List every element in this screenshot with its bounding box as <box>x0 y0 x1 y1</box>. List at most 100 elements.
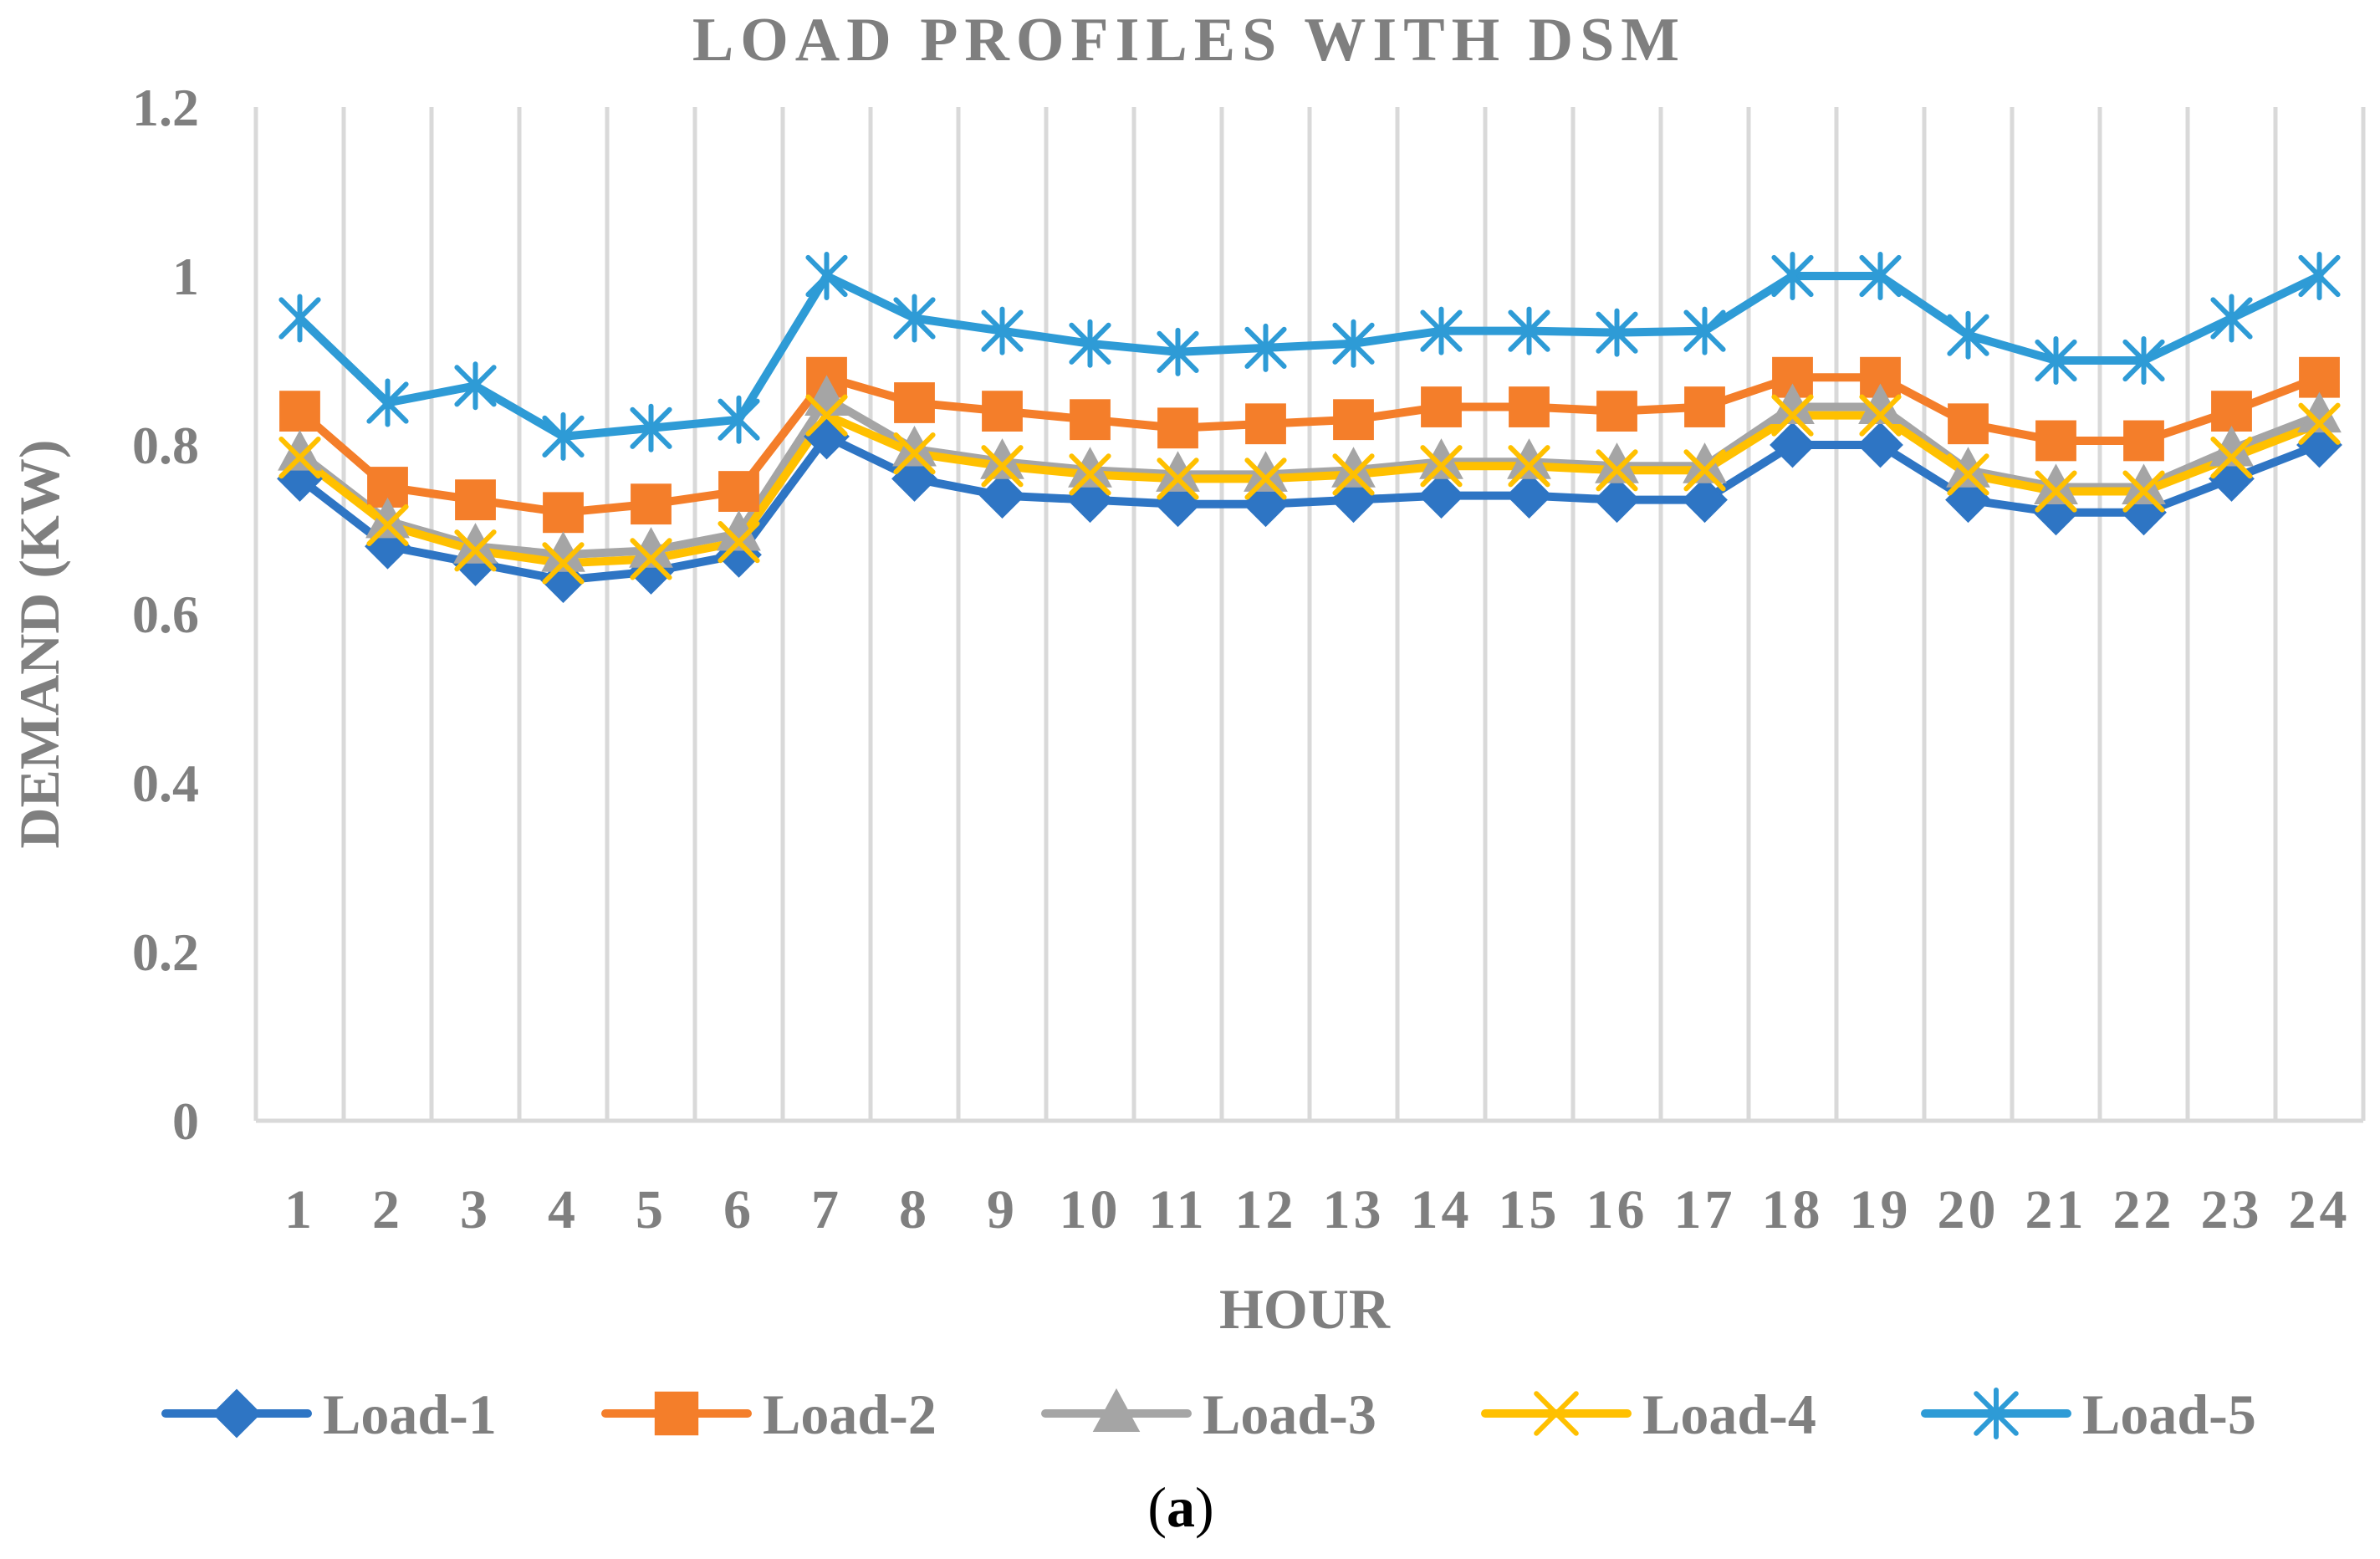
legend-label-load-3: Load-3 <box>1203 1383 1376 1446</box>
legend: Load-1 Load-2 Load-3 Load-4 Load-5 <box>161 1383 2256 1446</box>
legend-item-load-5: Load-5 <box>1921 1383 2256 1446</box>
data-point-load-5 <box>981 306 1024 355</box>
x-tick-label: 17 <box>1674 1179 1736 1240</box>
data-point-load-4 <box>805 394 848 437</box>
y-tick-label: 0.2 <box>132 923 199 982</box>
data-point-load-2 <box>1070 399 1111 441</box>
x-tick-label: 10 <box>1060 1179 1121 1240</box>
x-axis-title: HOUR <box>1219 1277 1391 1341</box>
data-point-load-5 <box>1332 319 1375 368</box>
data-point-load-1 <box>1155 481 1201 528</box>
data-point-load-5 <box>1244 323 1287 372</box>
data-point-load-5 <box>278 294 321 343</box>
series-markers <box>277 252 2342 604</box>
data-point-load-2 <box>2211 391 2252 432</box>
data-point-load-4 <box>893 432 936 475</box>
y-tick-label: 0.4 <box>132 754 199 813</box>
y-tick-label: 1.2 <box>132 78 199 137</box>
data-point-load-4 <box>1420 445 1463 488</box>
data-point-load-5 <box>366 378 409 427</box>
legend-item-load-3: Load-3 <box>1041 1383 1376 1446</box>
data-point-load-2 <box>1333 399 1374 441</box>
x-tick-label: 11 <box>1148 1179 1207 1240</box>
legend-marker-load-1 <box>212 1388 262 1439</box>
legend-item-load-2: Load-2 <box>601 1383 937 1446</box>
data-point-load-1 <box>1067 477 1113 524</box>
data-point-load-1 <box>1945 477 1991 524</box>
data-point-load-5 <box>1157 327 1199 376</box>
x-tick-label: 1 <box>284 1179 315 1240</box>
data-point-load-5 <box>1420 306 1463 355</box>
data-point-load-2 <box>279 391 320 432</box>
data-point-load-4 <box>981 445 1024 488</box>
x-tick-label: 9 <box>987 1179 1018 1240</box>
data-point-load-2 <box>1245 403 1286 445</box>
data-point-load-1 <box>1506 473 1552 519</box>
data-point-load-5 <box>1508 306 1550 355</box>
data-point-load-5 <box>454 361 497 411</box>
data-point-load-2 <box>1157 407 1198 449</box>
data-point-load-5 <box>2035 336 2077 385</box>
data-point-load-5 <box>1771 252 1814 300</box>
y-tick-label: 0.8 <box>132 416 199 475</box>
data-point-load-1 <box>979 473 1025 519</box>
x-tick-label: 22 <box>2113 1179 2175 1240</box>
data-point-load-5 <box>630 403 672 452</box>
data-point-load-2 <box>982 391 1023 432</box>
data-point-load-2 <box>1596 391 1637 432</box>
data-point-load-1 <box>1418 473 1464 519</box>
data-point-load-5 <box>1596 308 1638 357</box>
data-point-load-2 <box>543 492 584 534</box>
x-tick-label: 21 <box>2025 1179 2087 1240</box>
y-tick-label: 1 <box>172 247 199 306</box>
x-tick-label: 3 <box>460 1179 491 1240</box>
data-point-load-5 <box>805 252 848 300</box>
legend-item-load-1: Load-1 <box>161 1383 497 1446</box>
data-point-load-2 <box>2123 420 2164 462</box>
data-point-load-1 <box>1243 481 1289 528</box>
data-point-load-4 <box>542 542 585 585</box>
data-point-load-2 <box>1684 386 1725 427</box>
x-tick-label: 15 <box>1499 1179 1560 1240</box>
data-point-load-4 <box>630 538 672 580</box>
data-point-load-2 <box>1509 386 1550 427</box>
x-tick-label: 6 <box>723 1179 754 1240</box>
axis-labels: LOAD PROFILES WITH DSM HOUR DEMAND (KW) … <box>8 6 2351 1341</box>
data-point-load-5 <box>2298 252 2341 300</box>
data-point-load-1 <box>1682 477 1728 524</box>
series-line-load-5 <box>295 272 2324 441</box>
data-point-load-5 <box>718 395 760 444</box>
data-point-load-4 <box>1683 449 1726 492</box>
x-tick-label: 4 <box>548 1179 579 1240</box>
data-point-load-5 <box>893 294 936 343</box>
legend-marker-load-5 <box>1974 1388 2019 1439</box>
data-point-load-1 <box>1330 477 1376 524</box>
data-point-load-4 <box>1508 445 1550 488</box>
data-point-load-2 <box>2035 420 2076 462</box>
x-tick-label: 19 <box>1850 1179 1912 1240</box>
data-point-load-2 <box>718 471 759 512</box>
data-point-load-4 <box>1244 457 1287 500</box>
legend-item-load-4: Load-4 <box>1481 1383 1816 1446</box>
data-point-load-4 <box>2035 470 2077 513</box>
x-tick-label: 13 <box>1323 1179 1385 1240</box>
data-point-load-4 <box>1947 453 1989 496</box>
data-point-load-2 <box>2299 356 2340 398</box>
data-point-load-4 <box>1596 449 1638 492</box>
legend-marker-load-2 <box>654 1391 699 1436</box>
legend-marker-load-4 <box>1534 1391 1579 1436</box>
data-point-load-5 <box>1859 252 1902 300</box>
y-tick-label: 0.6 <box>132 585 199 644</box>
data-point-load-5 <box>2122 336 2165 385</box>
data-point-load-4 <box>2122 470 2165 513</box>
data-point-load-4 <box>2210 437 2253 479</box>
data-point-load-2 <box>1421 386 1462 427</box>
x-tick-label: 20 <box>1938 1179 2000 1240</box>
data-point-load-1 <box>891 455 937 502</box>
x-tick-label: 24 <box>2289 1179 2351 1240</box>
legend-label-load-1: Load-1 <box>323 1383 497 1446</box>
y-axis-title: DEMAND (KW) <box>8 439 71 848</box>
data-point-load-2 <box>631 483 672 525</box>
